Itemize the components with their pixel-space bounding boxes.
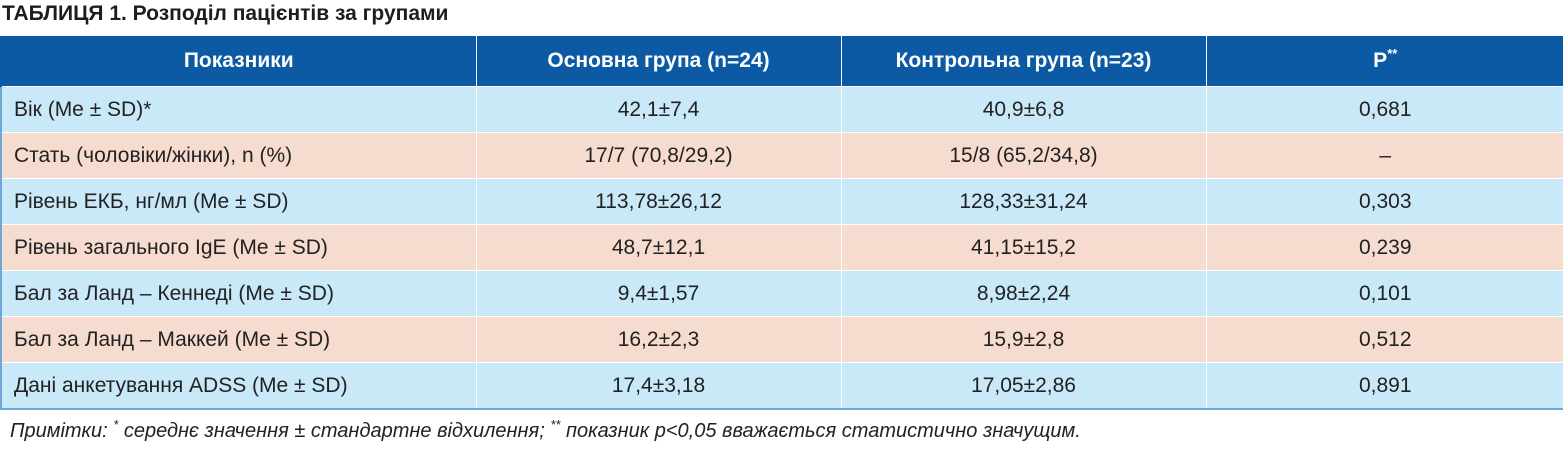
header-cell: Основна група (n=24) (475, 36, 841, 87)
table-row: Вік (Me ± SD)* 42,1±7,4 40,9±6,8 0,681 (0, 86, 1563, 133)
value-cell: 9,4±1,57 (475, 270, 841, 317)
note-text: Примітки: (10, 420, 114, 442)
data-table: Показники Основна група (n=24) Контрольна … (0, 36, 1563, 410)
table-row: Бал за Ланд – Кеннеді (Me ± SD) 9,4±1,57 8… (0, 270, 1563, 317)
value-cell: 0,512 (1205, 316, 1563, 363)
indicator-cell: Бал за Ланд – Маккей (Me ± SD) (0, 316, 476, 363)
header-cell: Контрольна група (n=23) (840, 36, 1206, 87)
header-sup: ** (1387, 46, 1398, 61)
indicator-cell: Рівень загального IgE (Me ± SD) (0, 224, 476, 271)
value-cell: 0,891 (1205, 362, 1563, 410)
value-cell: 48,7±12,1 (475, 224, 841, 271)
table-row: Рівень ЕКБ, нг/мл (Me ± SD) 113,78±26,12 1… (0, 178, 1563, 225)
value-cell: 0,303 (1205, 178, 1563, 225)
header-cell: Показники (0, 36, 476, 87)
value-cell: 42,1±7,4 (475, 86, 841, 133)
value-cell: 16,2±2,3 (475, 316, 841, 363)
value-cell: 15/8 (65,2/34,8) (840, 132, 1206, 179)
value-cell: 15,9±2,8 (840, 316, 1206, 363)
table-body: Вік (Me ± SD)* 42,1±7,4 40,9±6,8 0,681 Стать… (0, 86, 1563, 410)
value-cell: 17,05±2,86 (840, 362, 1206, 410)
value-cell: – (1205, 132, 1563, 179)
table-row: Дані анкетування ADSS (Me ± SD) 17,4±3,18… (0, 362, 1563, 410)
indicator-cell: Дані анкетування ADSS (Me ± SD) (0, 362, 476, 410)
value-cell: 0,101 (1205, 270, 1563, 317)
table-row: Стать (чоловіки/жінки), n (%) 17/7 (70,8/… (0, 132, 1563, 179)
value-cell: 17/7 (70,8/29,2) (475, 132, 841, 179)
value-cell: 128,33±31,24 (840, 178, 1206, 225)
table-row: Рівень загального IgE (Me ± SD) 48,7±12,1… (0, 224, 1563, 271)
value-cell: 41,15±15,2 (840, 224, 1206, 271)
header-row: Показники Основна група (n=24) Контрольна … (0, 36, 1563, 87)
table-notes: Примітки: * середнє значення ± стандартн… (10, 417, 1081, 443)
note-mark: * (113, 417, 119, 432)
indicator-cell: Стать (чоловіки/жінки), n (%) (0, 132, 476, 179)
value-cell: 40,9±6,8 (840, 86, 1206, 133)
note-text: середнє значення ± стандартне відхилення… (118, 420, 551, 442)
table-title: ТАБЛИЦЯ 1. Розподіл пацієнтів за групами (2, 2, 449, 25)
value-cell: 0,239 (1205, 224, 1563, 271)
table-row: Бал за Ланд – Маккей (Me ± SD) 16,2±2,3 15… (0, 316, 1563, 363)
value-cell: 113,78±26,12 (475, 178, 841, 225)
value-cell: 8,98±2,24 (840, 270, 1206, 317)
indicator-cell: Бал за Ланд – Кеннеді (Me ± SD) (0, 270, 476, 317)
note-mark: ** (550, 417, 561, 432)
header-text: P (1373, 49, 1388, 72)
header-cell: P** (1205, 36, 1563, 87)
note-text: показник p<0,05 вважається статистично з… (560, 420, 1081, 442)
indicator-cell: Рівень ЕКБ, нг/мл (Me ± SD) (0, 178, 476, 225)
indicator-cell: Вік (Me ± SD)* (0, 86, 476, 133)
value-cell: 0,681 (1205, 86, 1563, 133)
value-cell: 17,4±3,18 (475, 362, 841, 410)
